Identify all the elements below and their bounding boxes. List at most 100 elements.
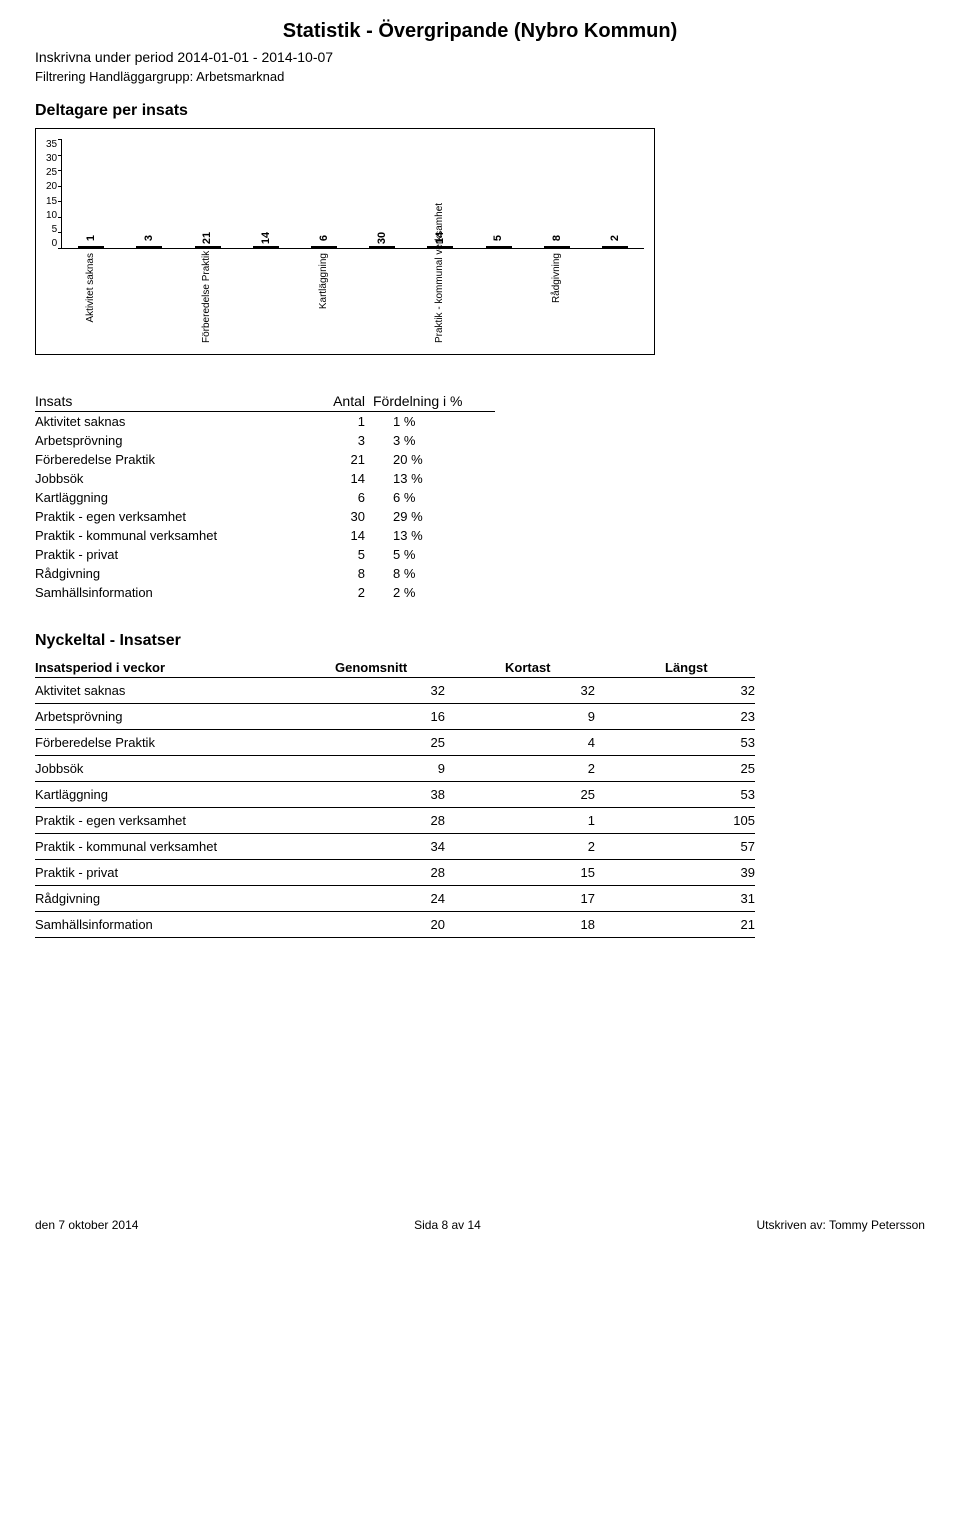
cell-pct: 13 % [365, 526, 495, 545]
filter-line: Filtrering Handläggargrupp: Arbetsmarkna… [35, 69, 925, 84]
table-row: Aktivitet saknas11 % [35, 412, 495, 432]
x-tick-label: Rådgivning [551, 253, 562, 303]
x-label-slot: Rådgivning [527, 253, 585, 303]
cell-name: Rådgivning [35, 564, 295, 583]
cell-name: Rådgivning [35, 886, 295, 912]
table-row: Praktik - privat55 % [35, 545, 495, 564]
bar-value-label: 5 [493, 235, 505, 241]
cell-genomsnitt: 24 [295, 886, 445, 912]
chart-x-labels: Aktivitet saknas Förberedelse Praktik Kart… [61, 253, 644, 348]
cell-kortast: 9 [445, 704, 595, 730]
bar-slot: 1 [62, 246, 120, 248]
cell-pct: 2 % [365, 583, 495, 602]
period-line: Inskrivna under period 2014-01-01 - 2014… [35, 49, 925, 65]
col-fordelning: Fördelning i % [365, 391, 495, 412]
table-row: Praktik - egen verksamhet3029 % [35, 507, 495, 526]
cell-langst: 53 [595, 730, 755, 756]
cell-antal: 14 [295, 526, 365, 545]
cell-name: Aktivitet saknas [35, 412, 295, 432]
table-row: Kartläggning382553 [35, 782, 755, 808]
y-tick-label: 30 [46, 153, 57, 164]
x-label-slot: Förberedelse Praktik [178, 253, 236, 343]
cell-name: Praktik - egen verksamhet [35, 507, 295, 526]
cell-langst: 23 [595, 704, 755, 730]
cell-genomsnitt: 25 [295, 730, 445, 756]
cell-name: Jobbsök [35, 469, 295, 488]
cell-antal: 1 [295, 412, 365, 432]
cell-name: Kartläggning [35, 488, 295, 507]
cell-langst: 25 [595, 756, 755, 782]
x-label-slot: Aktivitet saknas [61, 253, 119, 322]
cell-antal: 21 [295, 450, 365, 469]
table-row: Jobbsök1413 % [35, 469, 495, 488]
table-row: Praktik - kommunal verksamhet1413 % [35, 526, 495, 545]
cell-name: Arbetsprövning [35, 431, 295, 450]
cell-antal: 8 [295, 564, 365, 583]
bar-value-label: 14 [260, 232, 272, 244]
cell-langst: 105 [595, 808, 755, 834]
bar-slot: 8 [528, 246, 586, 248]
cell-kortast: 2 [445, 834, 595, 860]
col-insatsperiod: Insatsperiod i veckor [35, 658, 295, 678]
footer-page: Sida 8 av 14 [414, 1218, 481, 1232]
bar-slot: 3 [120, 246, 178, 248]
bar [195, 246, 221, 248]
cell-kortast: 17 [445, 886, 595, 912]
y-tick-label: 15 [46, 196, 57, 207]
bar-value-label: 30 [376, 232, 388, 244]
cell-name: Aktivitet saknas [35, 678, 295, 704]
cell-genomsnitt: 9 [295, 756, 445, 782]
table-row: Aktivitet saknas323232 [35, 678, 755, 704]
cell-name: Samhällsinformation [35, 583, 295, 602]
table-row: Samhällsinformation22 % [35, 583, 495, 602]
nyckeltal-heading: Nyckeltal - Insatser [35, 632, 925, 650]
footer-date: den 7 oktober 2014 [35, 1218, 138, 1232]
bar [369, 246, 395, 248]
x-label-slot: Kartläggning [294, 253, 352, 309]
cell-name: Praktik - privat [35, 860, 295, 886]
cell-name: Samhällsinformation [35, 912, 295, 938]
cell-langst: 39 [595, 860, 755, 886]
bar [78, 246, 104, 248]
bar [486, 246, 512, 248]
cell-langst: 32 [595, 678, 755, 704]
col-genomsnitt: Genomsnitt [295, 658, 445, 678]
bar-value-label: 6 [318, 235, 330, 241]
cell-name: Praktik - kommunal verksamhet [35, 834, 295, 860]
y-tick-label: 20 [46, 181, 57, 192]
cell-antal: 5 [295, 545, 365, 564]
bar-slot: 2 [586, 246, 644, 248]
page-footer: den 7 oktober 2014 Sida 8 av 14 Utskrive… [35, 1218, 925, 1232]
table-row: Praktik - privat281539 [35, 860, 755, 886]
cell-pct: 1 % [365, 412, 495, 432]
cell-kortast: 25 [445, 782, 595, 808]
y-tick-label: 10 [46, 210, 57, 221]
cell-genomsnitt: 28 [295, 860, 445, 886]
table-row: Kartläggning66 % [35, 488, 495, 507]
cell-antal: 30 [295, 507, 365, 526]
cell-kortast: 2 [445, 756, 595, 782]
cell-pct: 13 % [365, 469, 495, 488]
cell-langst: 57 [595, 834, 755, 860]
bar-value-label: 1 [85, 235, 97, 241]
cell-langst: 21 [595, 912, 755, 938]
bar [311, 246, 337, 248]
cell-pct: 8 % [365, 564, 495, 583]
cell-name: Arbetsprövning [35, 704, 295, 730]
cell-name: Förberedelse Praktik [35, 450, 295, 469]
bar [253, 246, 279, 248]
cell-antal: 3 [295, 431, 365, 450]
cell-langst: 53 [595, 782, 755, 808]
x-tick-label: Aktivitet saknas [85, 253, 96, 322]
table-row: Samhällsinformation201821 [35, 912, 755, 938]
bar [544, 246, 570, 248]
col-antal: Antal [295, 391, 365, 412]
cell-kortast: 4 [445, 730, 595, 756]
col-insats: Insats [35, 391, 295, 412]
table-row: Rådgivning88 % [35, 564, 495, 583]
cell-antal: 14 [295, 469, 365, 488]
table-row: Praktik - kommunal verksamhet34257 [35, 834, 755, 860]
cell-pct: 3 % [365, 431, 495, 450]
cell-antal: 2 [295, 583, 365, 602]
table-row: Förberedelse Praktik2120 % [35, 450, 495, 469]
